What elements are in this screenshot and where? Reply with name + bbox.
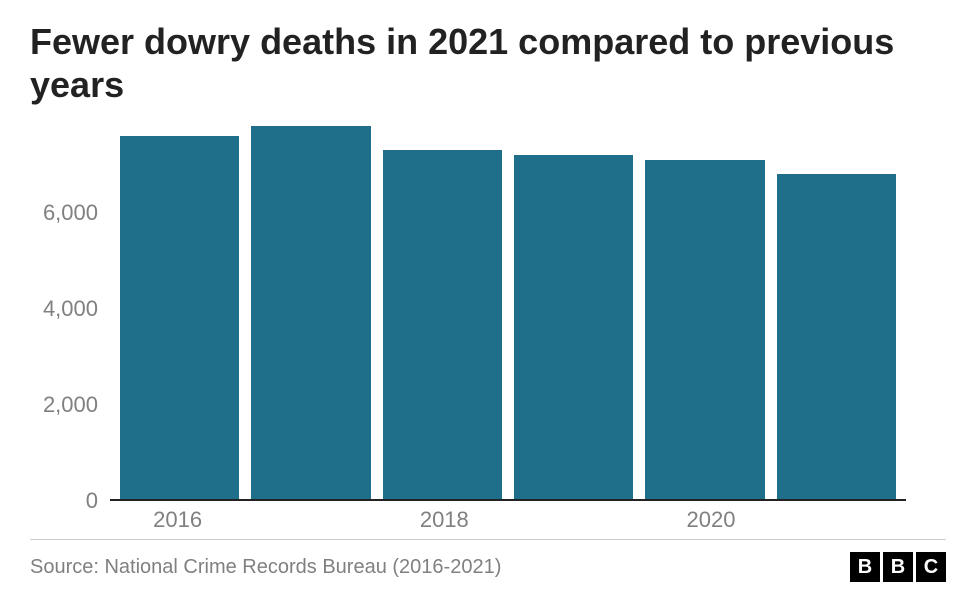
bar-2017 [251,126,370,501]
bar-2019 [514,155,633,501]
x-tick-label: 2020 [686,507,735,533]
chart-title: Fewer dowry deaths in 2021 compared to p… [30,20,946,106]
x-axis: 2016 2018 2020 [30,501,946,539]
source-text: Source: National Crime Records Bureau (2… [30,556,501,579]
chart-container: Fewer dowry deaths in 2021 compared to p… [0,0,976,600]
bbc-logo-box: C [916,552,946,582]
x-axis-labels: 2016 2018 2020 [110,501,906,539]
x-tick-label: 2016 [153,507,202,533]
plot-area [110,116,906,501]
bar-2021 [777,174,896,501]
y-tick-label: 2,000 [43,392,98,418]
chart-area: 02,0004,0006,000 [30,116,946,501]
y-tick-label: 0 [86,488,98,514]
bbc-logo-box: B [850,552,880,582]
bbc-logo-box: B [883,552,913,582]
bars-group [110,116,906,501]
y-tick-label: 6,000 [43,200,98,226]
bar-2016 [120,136,239,501]
chart-footer: Source: National Crime Records Bureau (2… [30,539,946,582]
bbc-logo: BBC [850,552,946,582]
y-tick-label: 4,000 [43,296,98,322]
bar-2020 [645,160,764,501]
y-axis: 02,0004,0006,000 [30,116,110,501]
x-tick-label: 2018 [420,507,469,533]
bar-2018 [383,150,502,501]
